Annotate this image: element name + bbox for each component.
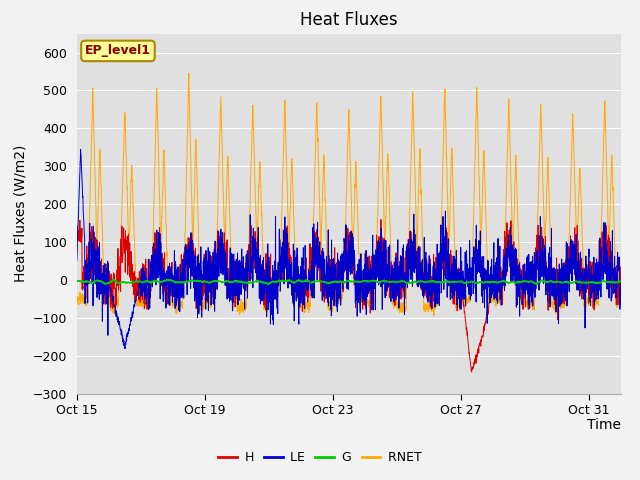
Y-axis label: Heat Fluxes (W/m2): Heat Fluxes (W/m2) [13, 145, 27, 282]
X-axis label: Time: Time [587, 419, 621, 432]
Text: EP_level1: EP_level1 [85, 44, 151, 58]
Title: Heat Fluxes: Heat Fluxes [300, 11, 397, 29]
Legend:  H,  LE,  G,  RNET: H, LE, G, RNET [213, 446, 427, 469]
